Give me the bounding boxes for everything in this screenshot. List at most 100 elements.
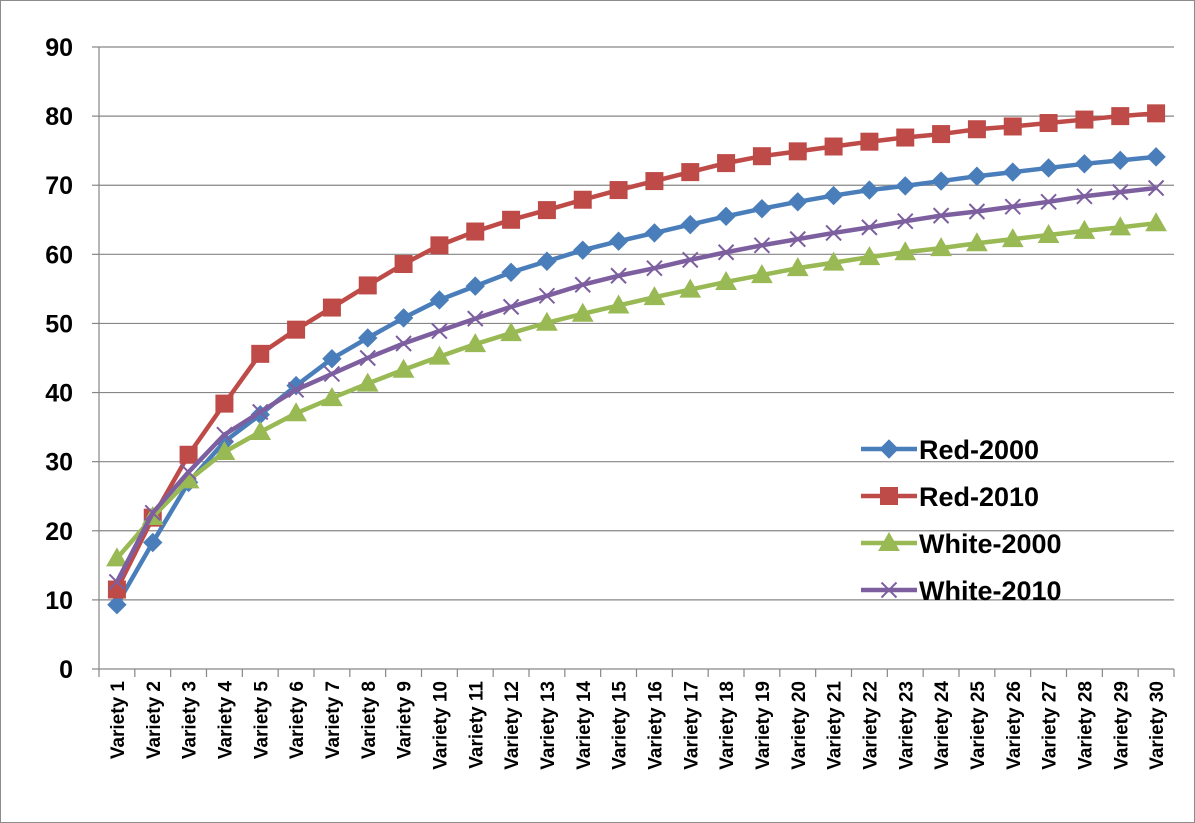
data-point-white-2000: [106, 547, 128, 567]
data-point-white-2000: [1001, 228, 1024, 248]
data-point-white-2000: [392, 358, 415, 378]
y-tick-label-60: 60: [45, 241, 73, 269]
x-tick-label: Variety 22: [860, 681, 881, 770]
data-point-red-2000: [752, 199, 772, 219]
data-point-red-2010: [967, 120, 986, 139]
data-point-red-2000: [644, 223, 665, 243]
data-point-red-2000: [1003, 162, 1023, 182]
x-tick-label: Variety 5: [251, 681, 272, 760]
data-point-white-2000: [213, 440, 236, 460]
data-point-red-2010: [932, 125, 951, 144]
y-tick-label-20: 20: [45, 518, 73, 546]
legend-marker-white-2010: [880, 581, 898, 599]
data-point-white-2000: [500, 322, 522, 342]
data-point-red-2000: [393, 308, 414, 328]
legend-label-white-2000: White-2000: [919, 529, 1062, 559]
legend-item-red-2010: Red-2010: [861, 482, 1039, 512]
data-point-white-2010: [1004, 198, 1021, 215]
data-point-white-2010: [1112, 183, 1129, 201]
data-point-white-2000: [894, 241, 917, 261]
x-tick-label: Variety 29: [1111, 681, 1132, 770]
x-tick-label: Variety 12: [502, 681, 523, 770]
data-point-red-2000: [465, 276, 485, 296]
data-point-red-2010: [466, 222, 485, 241]
legend-label-red-2000: Red-2000: [919, 435, 1039, 465]
legend-marker-red-2010: [880, 487, 898, 505]
series-red-2010: [107, 104, 1166, 599]
x-tick-label: Variety 21: [825, 681, 846, 770]
data-point-white-2010: [502, 298, 520, 316]
x-tick-label: Variety 1: [108, 681, 129, 760]
x-tick-label: Variety 24: [932, 681, 953, 770]
legend-label-white-2010: White-2010: [919, 576, 1062, 606]
data-point-white-2000: [428, 345, 451, 365]
x-tick-label: Variety 15: [610, 681, 631, 770]
data-point-red-2000: [429, 290, 450, 310]
data-point-white-2000: [1145, 212, 1167, 232]
x-tick-label: Variety 8: [359, 681, 380, 759]
data-point-red-2010: [215, 394, 234, 413]
data-point-red-2010: [322, 298, 341, 317]
data-point-red-2010: [179, 445, 198, 464]
data-point-red-2010: [287, 320, 306, 339]
series-lines: [106, 104, 1167, 615]
data-point-white-2000: [786, 257, 809, 277]
data-point-red-2000: [1110, 150, 1130, 171]
data-point-red-2000: [716, 206, 736, 227]
data-point-red-2000: [1038, 158, 1059, 178]
data-point-white-2000: [930, 237, 952, 257]
data-point-red-2000: [680, 214, 700, 235]
data-point-white-2010: [1076, 188, 1093, 205]
x-tick-label: Variety 26: [1004, 681, 1025, 770]
data-point-white-2010: [646, 259, 663, 277]
data-point-white-2010: [682, 251, 699, 269]
series-line-white-2010: [114, 185, 1157, 583]
data-point-red-2010: [717, 154, 736, 173]
data-point-white-2010: [323, 365, 341, 383]
data-point-white-2010: [395, 335, 412, 352]
data-point-white-2010: [538, 287, 556, 305]
data-point-red-2010: [752, 147, 771, 166]
data-point-white-2010: [216, 426, 233, 443]
axes: 0 10 20 30 40 50 60 70 80 90 Variety 1 Variety 2 Var…: [45, 34, 1175, 770]
x-tick-label: Variety 17: [681, 681, 702, 770]
data-point-white-2000: [464, 333, 487, 353]
x-tick-label: Variety 20: [789, 681, 810, 770]
series-red-2000: [107, 147, 1166, 615]
y-tick-label-0: 0: [59, 656, 73, 684]
data-point-red-2010: [824, 137, 843, 156]
data-point-white-2010: [610, 267, 627, 284]
data-point-white-2010: [825, 224, 842, 242]
data-point-white-2010: [717, 244, 735, 261]
data-point-white-2000: [285, 402, 307, 422]
data-point-white-2000: [966, 232, 988, 252]
data-point-white-2010: [144, 504, 161, 522]
data-point-white-2000: [571, 302, 594, 322]
series-white-2000: [106, 212, 1167, 567]
data-point-white-2010: [789, 230, 806, 248]
gridlines: [99, 46, 1174, 601]
data-point-white-2010: [932, 207, 950, 224]
data-point-red-2010: [860, 132, 879, 151]
data-point-red-2010: [788, 142, 807, 161]
data-point-red-2000: [1146, 147, 1166, 167]
legend-label-red-2010: Red-2010: [919, 482, 1039, 512]
data-point-red-2010: [537, 201, 556, 220]
data-point-white-2010: [359, 349, 376, 367]
x-tick-label: Variety 28: [1075, 681, 1096, 770]
data-point-red-2010: [609, 181, 628, 200]
x-tick-label: Variety 4: [215, 681, 236, 760]
data-point-white-2000: [356, 372, 379, 392]
y-tick-label-10: 10: [45, 587, 73, 615]
data-point-white-2010: [968, 203, 986, 220]
data-point-red-2010: [358, 276, 377, 295]
series-white-2010: [108, 179, 1165, 591]
data-point-red-2000: [358, 328, 378, 348]
data-point-red-2000: [537, 251, 557, 271]
x-tick-label: Variety 14: [574, 681, 595, 770]
data-point-red-2010: [430, 236, 449, 255]
data-point-white-2000: [1037, 223, 1060, 243]
data-point-white-2010: [1040, 193, 1057, 211]
data-point-white-2010: [252, 403, 269, 421]
